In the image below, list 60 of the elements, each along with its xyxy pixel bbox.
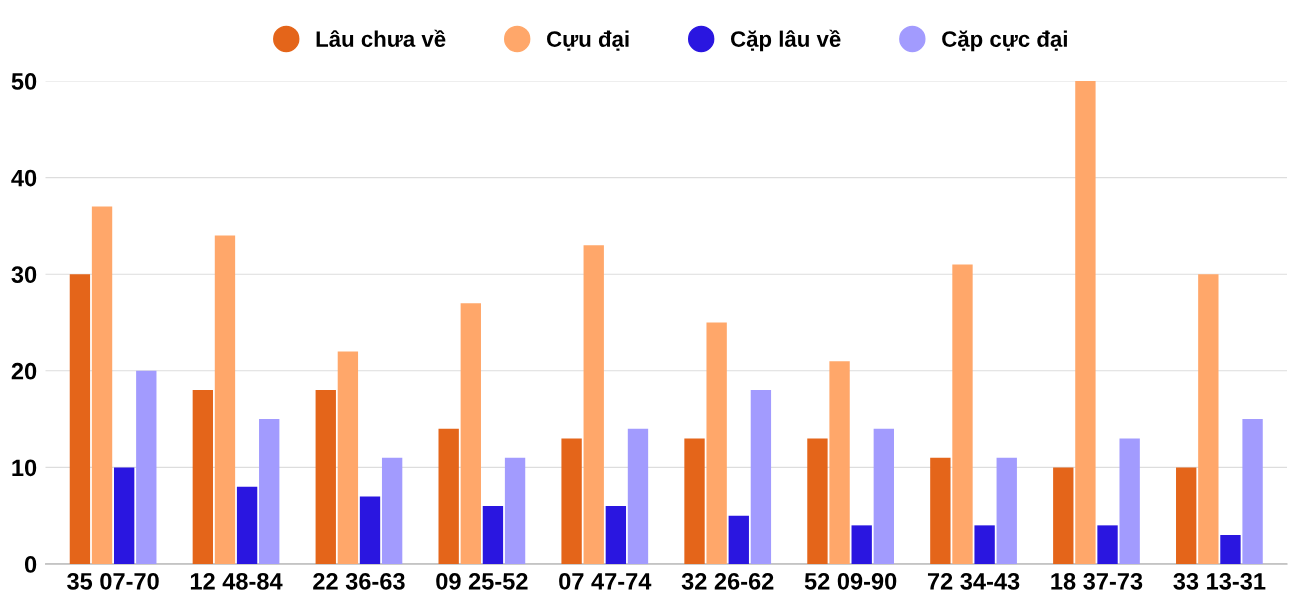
bar <box>136 370 157 564</box>
y-tick-label: 30 <box>11 266 37 284</box>
bar <box>1119 438 1140 564</box>
legend-label: Cặp cực đại <box>942 30 1067 52</box>
bar <box>315 390 336 564</box>
bar <box>1097 525 1118 564</box>
legend-label: Lâu chưa về <box>316 29 446 47</box>
bar <box>113 467 135 564</box>
bar <box>482 506 504 564</box>
y-tick-label: 20 <box>11 362 37 380</box>
x-tick-label: 32 26-62 <box>681 572 774 590</box>
x-tick-label: 35 07-70 <box>67 572 159 590</box>
bar <box>684 438 705 564</box>
bar <box>69 274 91 564</box>
bar <box>583 245 604 564</box>
bar <box>873 428 894 564</box>
y-tick-label: 10 <box>12 459 37 477</box>
bar <box>829 361 850 564</box>
bar <box>996 457 1017 564</box>
y-tick-label: 50 <box>11 73 37 90</box>
x-tick-label: 09 25-52 <box>436 572 528 590</box>
bar <box>974 525 995 564</box>
bar <box>438 428 459 564</box>
y-tick-label: 40 <box>11 169 37 187</box>
y-tick-label: 0 <box>24 556 37 573</box>
bar <box>750 390 772 564</box>
bar <box>381 457 403 564</box>
x-tick-label: 72 34-43 <box>927 572 1020 590</box>
bar <box>930 457 951 564</box>
bar <box>627 428 649 564</box>
bar <box>1220 535 1241 564</box>
x-tick-label: 12 48-84 <box>190 572 283 590</box>
bar <box>952 264 973 564</box>
x-tick-label: 52 09-90 <box>804 572 897 590</box>
x-tick-label: 07 47-74 <box>559 572 652 590</box>
bar <box>1075 81 1096 564</box>
bar <box>561 438 582 564</box>
bar <box>851 525 872 564</box>
legend-label: Cựu đại <box>547 30 629 51</box>
legend-label: Cặp lâu về <box>730 29 841 52</box>
bar <box>1053 467 1074 564</box>
bar <box>214 235 236 564</box>
bar <box>1242 419 1263 564</box>
bar <box>236 486 258 564</box>
bar <box>728 515 749 564</box>
x-tick-label: 22 36-63 <box>313 572 405 590</box>
bar <box>91 206 113 564</box>
bar <box>1176 467 1197 564</box>
x-tick-label: 18 37-73 <box>1051 572 1143 590</box>
bar <box>706 322 727 564</box>
bar <box>359 496 381 564</box>
bar <box>605 506 627 564</box>
x-tick-label: 33 13-31 <box>1173 572 1266 590</box>
bar <box>192 390 214 564</box>
bar <box>1198 274 1219 564</box>
bar <box>259 419 280 564</box>
bar <box>504 457 526 564</box>
bar <box>460 303 481 564</box>
bar <box>337 351 359 564</box>
bar <box>807 438 828 564</box>
